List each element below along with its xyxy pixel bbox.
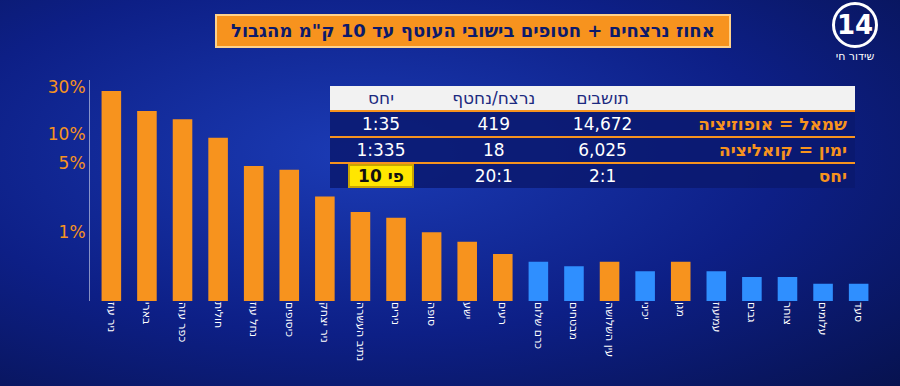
html-text:14,672: 14,672 [572,114,633,134]
svg-text:עין השלושה: עין השלושה [603,302,616,357]
svg-text:ניר יצחק: ניר יצחק [318,302,331,343]
svg-text:גבים: גבים [745,302,758,323]
html-text:6,025: 6,025 [578,140,627,160]
svg-text:מבטחים: מבטחים [567,302,580,340]
svg-text:1%: 1% [59,222,86,242]
html-text:שמאל = אופוזיציה: שמאל = אופוזיציה [698,114,847,134]
svg-text:כיסופים: כיסופים [283,302,296,337]
html-text:פי 10: פי 10 [358,166,404,186]
html-text:יחס: יחס [368,88,394,108]
html-text:תושבים: תושבים [576,88,629,108]
html-text:18: 18 [482,140,505,160]
html-text:נרצח/נחטף: נרצח/נחטף [452,88,536,108]
svg-text:עלומים: עלומים [816,302,829,335]
svg-text:בארי: בארי [140,302,153,324]
svg-text:ישע: ישע [461,302,474,319]
svg-text:סופה: סופה [425,302,438,326]
svg-text:חולית: חולית [212,302,225,328]
svg-text:30%: 30% [48,77,86,97]
svg-text:נירים: נירים [389,302,402,325]
svg-text:צוחר: צוחר [781,302,794,325]
svg-text:יכיני: יכיני [639,302,652,320]
html-text:14: 14 [836,10,874,40]
html-text:שידור חי: שידור חי [835,50,875,63]
svg-text:ניר עוז: ניר עוז [105,302,118,332]
svg-text:כפר עזה: כפר עזה [176,302,189,342]
svg-text:10%: 10% [48,124,86,144]
html-text:אחוז נרצחים + חטופים בישובי הע: אחוז נרצחים + חטופים בישובי העוטף עד 10 … [231,20,715,41]
html-text:1:335: 1:335 [356,140,406,160]
svg-text:מגן: מגן [674,302,687,317]
html-text:2:1: 2:1 [588,166,617,186]
svg-text:סעד: סעד [852,302,865,322]
html-text:ימין = קואליציה: ימין = קואליציה [719,140,847,160]
svg-text:נתיב העשרה: נתיב העשרה [354,302,367,361]
html-text:419: 419 [477,114,510,134]
svg-text:רעים: רעים [496,302,509,325]
svg-text:כרם שלום: כרם שלום [532,302,545,349]
svg-text:עמיעוז: עמיעוז [710,302,723,333]
html-text:20:1: 20:1 [474,166,513,186]
svg-text:נחל עוז: נחל עוז [247,302,260,337]
html-text:1:35: 1:35 [361,114,401,134]
svg-text:5%: 5% [59,153,86,173]
html-text:יחס: יחס [818,166,847,186]
